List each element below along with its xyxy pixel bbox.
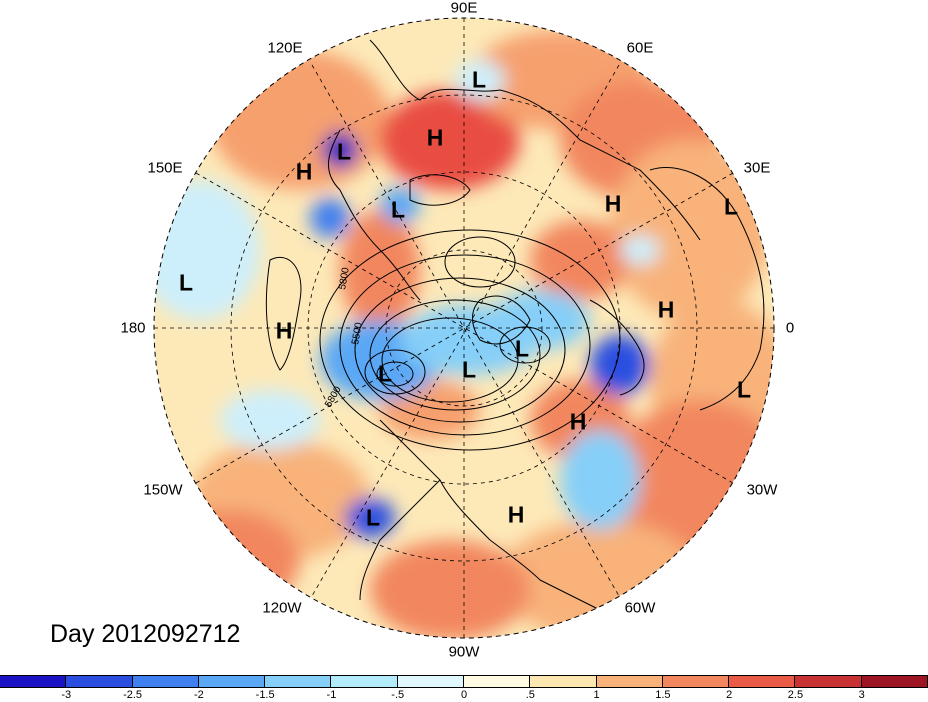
colorbar-swatch	[265, 676, 332, 687]
low-pressure-marker: L	[736, 376, 752, 403]
anomaly-map: 5800 5500 5800	[153, 17, 775, 639]
colorbar-swatch	[729, 676, 796, 687]
low-pressure-marker: L	[336, 138, 352, 165]
longitude-label: 150W	[143, 481, 183, 499]
colorbar-tick-label: 0	[460, 689, 468, 701]
longitude-label: 150E	[147, 159, 183, 177]
colorbar-swatch	[0, 676, 67, 687]
low-pressure-marker: L	[461, 356, 477, 383]
high-pressure-marker: H	[657, 296, 675, 323]
colorbar-swatch	[530, 676, 597, 687]
longitude-label: 180	[120, 319, 146, 337]
colorbar-tick-label: -2	[193, 689, 204, 701]
longitude-label: 90W	[448, 643, 480, 661]
colorbar-tick-label: -.5	[391, 689, 405, 701]
high-pressure-marker: H	[507, 501, 525, 528]
colorbar-swatch	[861, 676, 928, 687]
high-pressure-marker: H	[275, 317, 293, 344]
colorbar-tick-label: -2.5	[123, 689, 143, 701]
high-pressure-marker: H	[569, 408, 587, 435]
low-pressure-marker: L	[365, 504, 381, 531]
longitude-label: 60W	[624, 599, 656, 617]
low-pressure-marker: L	[723, 193, 739, 220]
graticule	[154, 18, 774, 638]
colorbar-tick-label: .5	[525, 689, 535, 701]
map-disc	[154, 18, 774, 638]
high-pressure-marker: H	[426, 124, 444, 151]
colorbar-tick-label: 2.5	[787, 689, 804, 701]
colorbar-swatch	[463, 676, 531, 687]
colorbar-tick-label: -3	[61, 689, 72, 701]
colorbar-swatch	[397, 676, 464, 687]
day-label: Day 2012092712	[50, 620, 241, 648]
longitude-label: 120W	[262, 599, 302, 617]
low-pressure-marker: L	[377, 360, 393, 387]
colorbar-tick-label: -1	[326, 689, 337, 701]
longitude-label: 30E	[743, 159, 771, 177]
colorbar-swatch	[795, 676, 862, 687]
low-pressure-marker: L	[471, 66, 487, 93]
colorbar-swatch	[662, 676, 730, 687]
contour-label: 5800	[337, 266, 352, 290]
longitude-label: 60E	[626, 39, 654, 57]
colorbar-swatch	[66, 676, 133, 687]
colorbar-tick-label: -1.5	[255, 689, 275, 701]
longitude-label: 0	[785, 319, 795, 337]
colorbar-tick-label: 1.5	[655, 689, 671, 701]
low-pressure-marker: L	[390, 196, 406, 223]
colorbar-swatch	[596, 676, 663, 687]
longitude-label: 120E	[267, 39, 303, 57]
high-pressure-marker: H	[295, 158, 313, 185]
colorbar-swatch	[198, 676, 266, 687]
contour-label: 5500	[350, 321, 365, 345]
colorbar-swatch	[331, 676, 398, 687]
high-pressure-marker: H	[604, 190, 622, 217]
colorbar-tick-label: 2	[726, 689, 733, 701]
colorbar-swatch	[132, 676, 199, 687]
map-boundary	[153, 17, 775, 639]
colorbar-tick-label: 1	[593, 689, 600, 701]
colorbar-tick-label: 3	[858, 689, 865, 701]
height-contours	[319, 229, 621, 451]
low-pressure-marker: L	[178, 269, 194, 296]
longitude-label: 90E	[450, 0, 478, 17]
longitude-label: 30W	[746, 481, 778, 499]
low-pressure-marker: L	[514, 335, 530, 362]
colorbar	[0, 675, 928, 688]
